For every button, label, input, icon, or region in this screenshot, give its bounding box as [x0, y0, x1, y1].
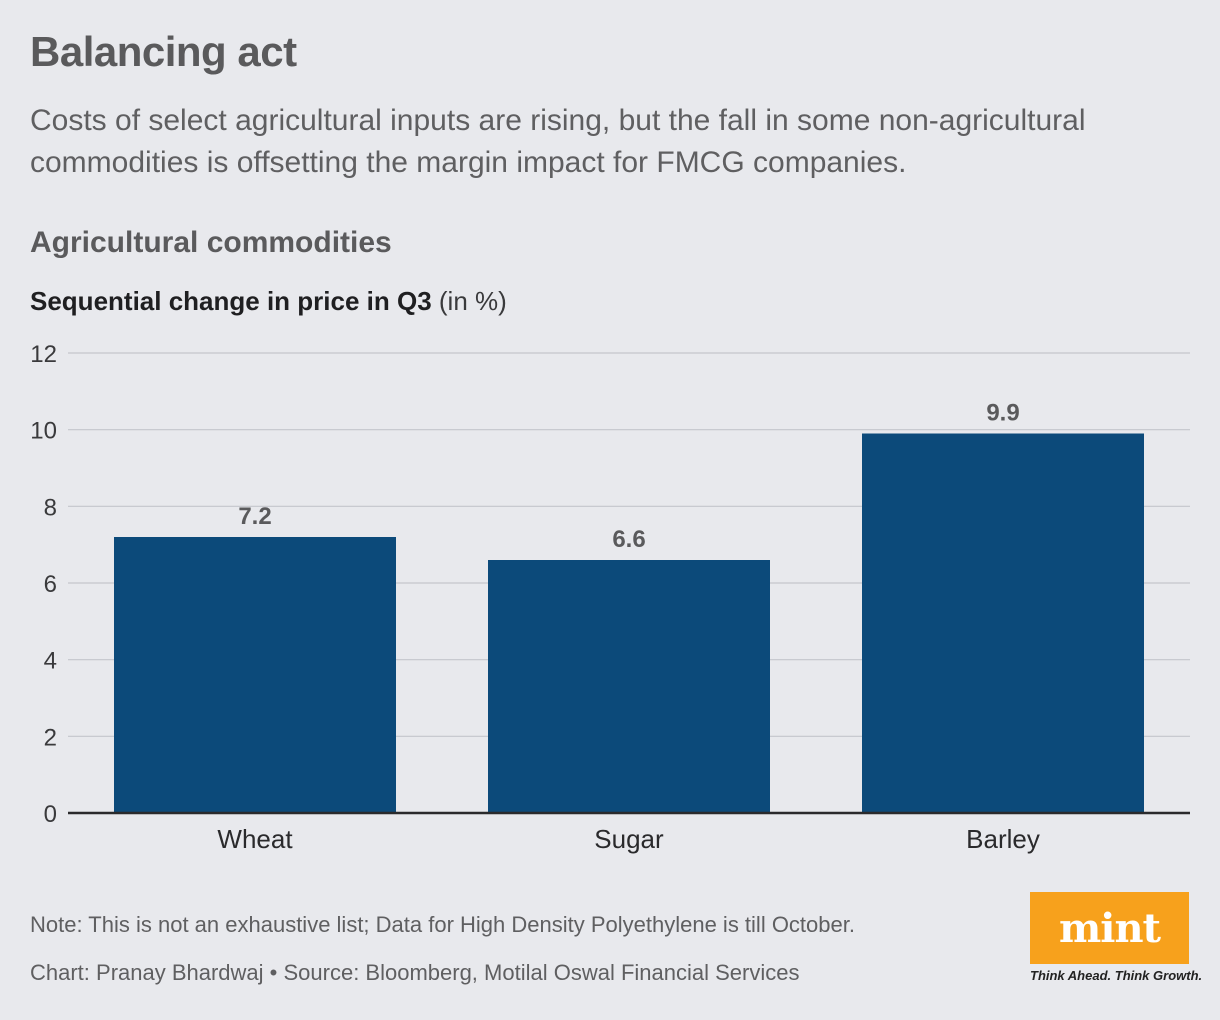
mint-logo: mint [1030, 892, 1189, 964]
chart-title: Balancing act [30, 28, 297, 75]
section-heading: Agricultural commodities [30, 226, 392, 259]
y-tick-label: 4 [44, 648, 57, 675]
y-tick-label: 12 [30, 341, 57, 368]
chart-subtitle: Costs of select agricultural inputs are … [30, 104, 1086, 179]
chart-caption-unit: (in %) [438, 286, 507, 316]
y-tick-label: 6 [44, 571, 57, 598]
x-tick-label: Barley [966, 824, 1040, 854]
source-credit: Chart: Pranay Bhardwaj • Source: Bloombe… [30, 960, 800, 985]
chart-caption-main: Sequential change in price in Q3 [30, 286, 432, 316]
data-label: 9.9 [986, 400, 1019, 427]
chart-caption: Sequential change in price in Q3 (in %) [30, 286, 507, 317]
data-label: 7.2 [238, 503, 271, 530]
y-tick-label: 8 [44, 494, 57, 521]
bar-chart: 0 2 4 6 8 10 12 7.2 Wheat 6.6 Sugar 9.9 Barley [30, 341, 1190, 854]
bar [488, 560, 770, 813]
x-tick-label: Sugar [594, 824, 664, 854]
y-tick-label: 10 [30, 418, 57, 445]
logo-text: mint [1058, 904, 1161, 952]
bar [862, 433, 1144, 813]
x-tick-label: Wheat [217, 824, 293, 854]
data-label: 6.6 [612, 526, 645, 553]
bar [114, 537, 396, 813]
y-tick-label: 2 [44, 724, 57, 751]
y-tick-label: 0 [44, 801, 57, 828]
logo-tagline: Think Ahead. Think Growth. [1030, 968, 1203, 983]
footnote: Note: This is not an exhaustive list; Da… [30, 912, 855, 937]
